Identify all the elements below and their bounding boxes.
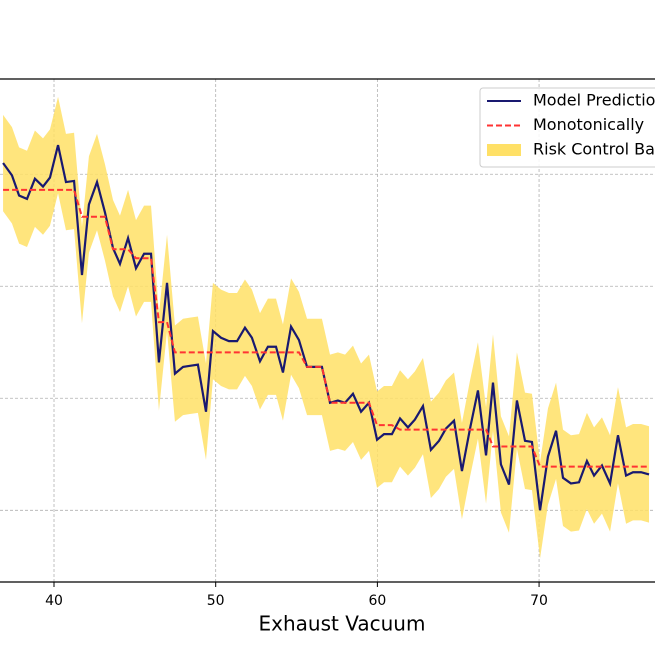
- legend: Model Predictio Monotonically Risk Control…: [479, 87, 655, 168]
- legend-label: Monotonically: [533, 115, 644, 134]
- x-axis-label: Exhaust Vacuum: [259, 612, 426, 636]
- x-tick-label: 40: [45, 593, 63, 609]
- x-tick-label: 60: [368, 593, 386, 609]
- x-tick-label: 70: [530, 593, 548, 609]
- legend-label: Risk Control Ba: [533, 140, 655, 159]
- axes: 40 50 60 70: [45, 582, 548, 609]
- legend-swatch: [487, 144, 521, 156]
- monotonic-line: [3, 188, 650, 468]
- x-tick-label: 50: [207, 593, 225, 609]
- legend-label: Model Predictio: [533, 91, 655, 110]
- legend-box: [479, 87, 655, 168]
- plot-area: [2, 96, 650, 559]
